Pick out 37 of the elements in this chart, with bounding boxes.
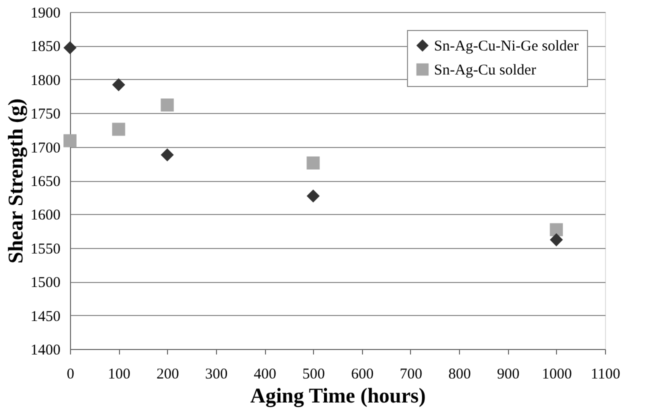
y-axis-title: Shear Strength (g) [4,98,28,264]
legend-label: Sn-Ag-Cu-Ni-Ge solder [434,38,579,54]
y-tick-label: 1700 [30,140,60,156]
x-tick-label: 800 [448,366,471,382]
point [306,189,320,203]
point [306,156,320,170]
point [550,233,563,246]
y-tick-label: 1550 [30,241,60,258]
y-tick-label: 1600 [30,208,60,224]
x-tick-label: 200 [156,366,180,382]
x-tick-label: 700 [400,366,422,382]
legend-label: Sn-Ag-Cu solder [434,62,536,78]
x-tick-label: 600 [351,366,374,382]
x-tick-label: 900 [496,366,520,382]
y-tick-label: 1800 [30,72,60,89]
x-tick-label: 400 [254,366,276,382]
y-tick-label: 1450 [30,308,60,325]
x-tick-label: 300 [205,366,228,382]
point [160,98,174,112]
y-tick-label: 1850 [30,39,60,56]
x-axis-title: Aging Time (hours) [250,384,426,408]
x-tick-label: 1100 [590,366,620,382]
x-tick-label: 100 [108,366,130,382]
point [63,134,77,148]
y-tick-label: 1500 [30,275,60,292]
x-tick-label: 0 [66,366,74,382]
y-tick-label: 1900 [30,6,60,22]
x-tick-label: 1000 [542,366,572,382]
y-tick-label: 1750 [30,106,60,123]
point [160,148,174,162]
y-tick-label: 1400 [30,342,60,358]
point [112,122,126,136]
point [550,223,563,236]
point [63,41,77,54]
y-tick-label: 1650 [30,174,60,190]
point [112,78,126,92]
x-tick-label: 500 [302,366,325,382]
